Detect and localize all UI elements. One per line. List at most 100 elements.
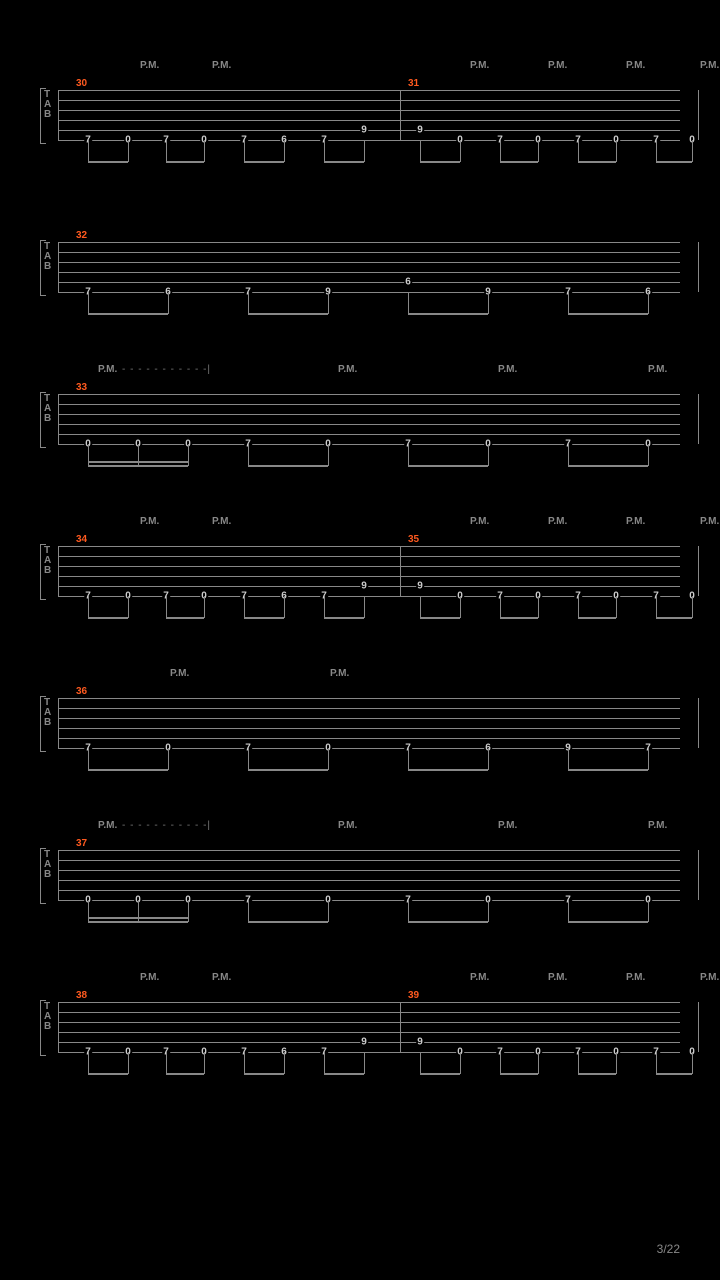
string-line [58,1032,680,1033]
string-line [58,890,680,891]
beam [88,617,128,619]
palm-mute-label: P.M. [330,668,349,679]
palm-mute-label: P.M. [470,60,489,71]
note-stem [88,292,89,314]
string-line [58,394,680,395]
palm-mute-label: P.M. [700,60,719,71]
beam [166,1073,204,1075]
string-line [58,850,680,851]
note-stem [328,748,329,770]
string-line [58,586,680,587]
palm-mute-label: P.M. [498,364,517,375]
beam [324,161,364,163]
string-line [58,870,680,871]
barline [58,1002,59,1052]
staff-system: P.M.P.M.P.M.P.M.- - - - - - - - - - -|TA… [40,364,680,446]
note-stem [364,140,365,162]
measure-number: 37 [76,838,87,849]
beam [88,1073,128,1075]
measure-number: 34 [76,534,87,545]
beam [420,161,460,163]
note-stem [248,444,249,466]
note-stem [168,292,169,314]
note-stem [204,140,205,162]
note-stem [692,1052,693,1074]
note-stem [324,140,325,162]
string-line [58,444,680,445]
note-stem [568,748,569,770]
note-stem [88,748,89,770]
beam [88,313,168,315]
pm-row: P.M.P.M.P.M.P.M.- - - - - - - - - - -| [40,364,680,378]
beam [420,1073,460,1075]
barline [698,90,699,140]
note-stem [244,1052,245,1074]
string-line [58,900,680,901]
tab-staff: TAB30317070767990707070 [40,82,680,142]
palm-mute-label: P.M. [626,516,645,527]
note-stem [616,596,617,618]
string-line [58,728,680,729]
beam [248,921,328,923]
note-stem [616,140,617,162]
note-stem [578,140,579,162]
palm-mute-label: P.M. [170,668,189,679]
beam [244,161,284,163]
beam [324,1073,364,1075]
note-stem [324,596,325,618]
pm-row: P.M.P.M.P.M.P.M.P.M.P.M. [40,516,680,530]
note-stem [656,1052,657,1074]
note-stem [568,900,569,922]
palm-mute-label: P.M. [470,516,489,527]
beam [408,769,488,771]
note-stem [248,292,249,314]
note-stem [408,748,409,770]
tab-clef: TAB [44,242,51,272]
note-stem [408,900,409,922]
page-number: 3/22 [657,1242,680,1256]
measure-number: 36 [76,686,87,697]
palm-mute-label: P.M. [338,364,357,375]
note-stem [324,1052,325,1074]
barline [400,546,401,596]
string-line [58,242,680,243]
fret-number: 9 [360,1037,368,1048]
palm-mute-label: P.M. [700,972,719,983]
tab-page: P.M. P.M. P.M. P.M. P.M. P.M. TAB3031707076799… [0,0,720,1164]
staff-system: TAB3276796976 [40,212,680,294]
note-stem [188,900,189,922]
beam [568,921,648,923]
string-line [58,1002,680,1003]
note-stem [204,1052,205,1074]
string-line [58,272,680,273]
tab-staff: TAB37000707070 [40,842,680,902]
palm-mute-label: P.M. [626,972,645,983]
tab-staff: TAB34357070767990707070 [40,538,680,598]
note-stem [166,1052,167,1074]
note-stem [648,748,649,770]
pm-row [40,212,680,226]
fret-number: 9 [360,581,368,592]
beam [88,461,188,463]
barline [58,242,59,292]
beam [578,617,616,619]
barline [58,850,59,900]
staff-system: P.M.P.M.P.M.P.M.P.M.P.M.TAB3435707076799… [40,516,680,598]
string-line [58,748,680,749]
string-line [58,90,680,91]
tab-clef: TAB [44,394,51,424]
beam [244,1073,284,1075]
note-stem [538,1052,539,1074]
measure-number: 35 [408,534,419,545]
beam [88,161,128,163]
note-stem [88,140,89,162]
barline [698,1002,699,1052]
note-stem [244,596,245,618]
beam [568,769,648,771]
note-stem [168,748,169,770]
palm-mute-label: P.M. [98,820,117,831]
beam [420,617,460,619]
note-stem [538,596,539,618]
beam [568,313,648,315]
note-stem [460,596,461,618]
